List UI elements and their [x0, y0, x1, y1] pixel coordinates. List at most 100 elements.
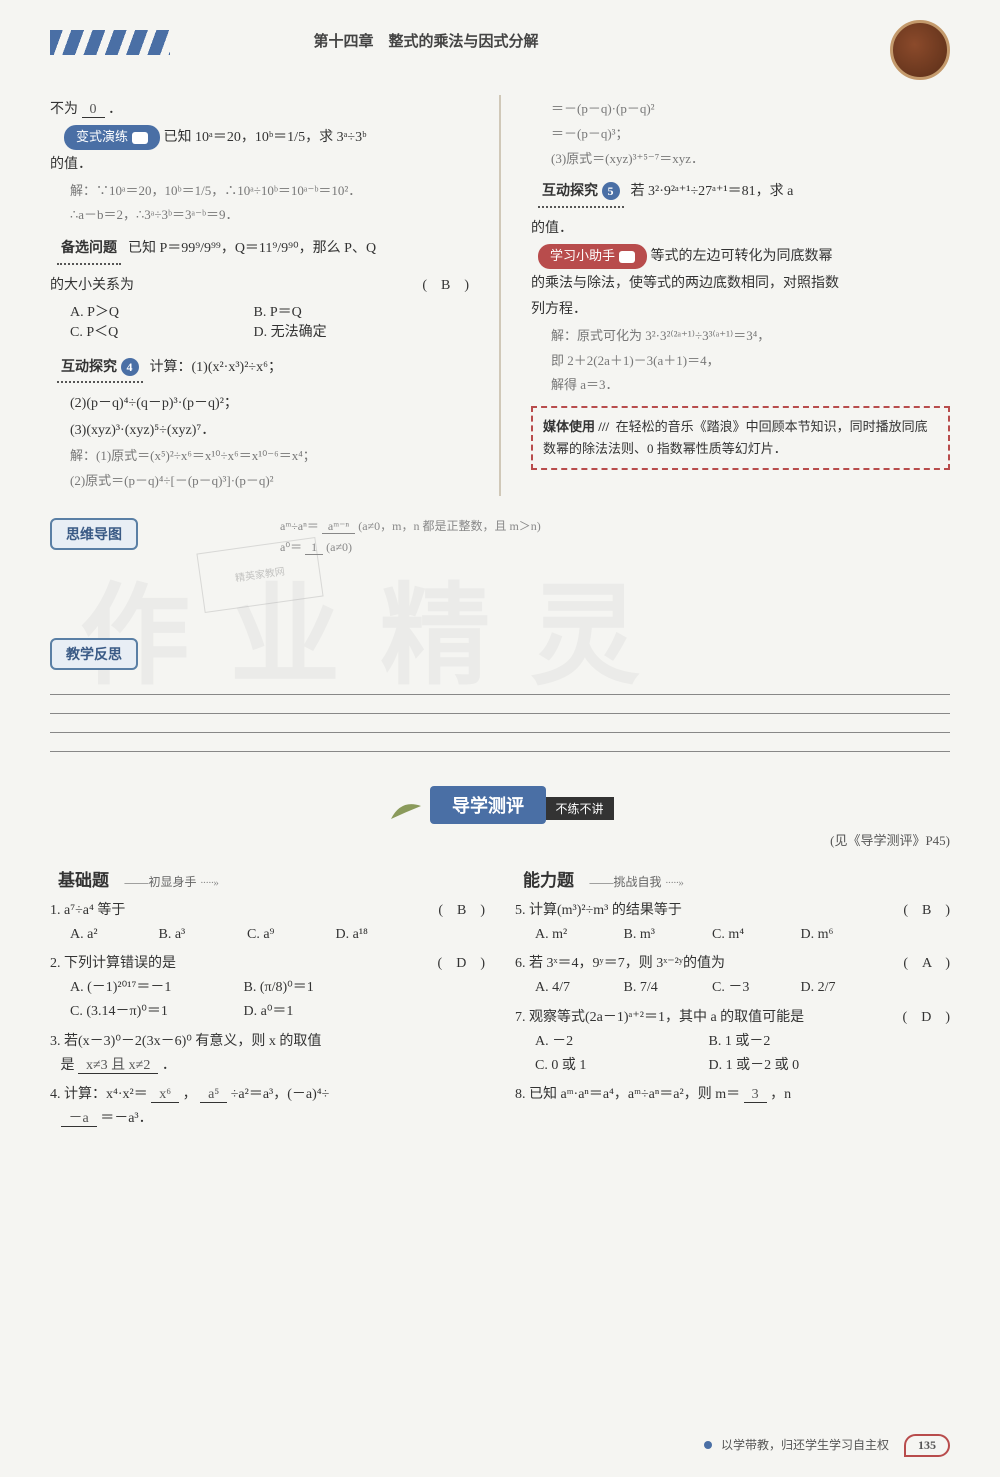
test-ref: (见《导学测评》P45) [50, 830, 950, 849]
intro-text: 不为 [50, 102, 78, 117]
intro-blank: 0 [82, 102, 105, 118]
q7-a: A. －2 [535, 1030, 705, 1054]
q1: 1. a⁷÷a⁴ 等于 ( B ) A. a² B. a³ C. a⁹ D. a… [50, 899, 485, 947]
q6-d: D. 2/7 [801, 976, 886, 1000]
q7-d: D. 1 或－2 或 0 [709, 1054, 800, 1078]
speech-icon-2 [619, 251, 635, 263]
q2-a: A. (－1)²⁰¹⁷＝－1 [70, 976, 240, 1000]
q7: 7. 观察等式(2a－1)ᵃ⁺²＝1，其中 a 的取值可能是 ( D ) A. … [515, 1006, 950, 1077]
q5-opts: A. m² B. m³ C. m⁴ D. m⁶ [535, 923, 950, 947]
explore4-text: 计算：(1)(x²·x³)²÷x⁶； [150, 360, 282, 375]
q1-c: C. a⁹ [247, 923, 332, 947]
q3-stem: 3. 若(x－3)⁰－2(3x－6)⁰ 有意义，则 x 的取值 [50, 1034, 321, 1049]
q6-b: B. 7/4 [624, 976, 709, 1000]
q2-d: D. a⁰＝1 [244, 1000, 329, 1024]
q4-b3: －a [61, 1111, 97, 1127]
variant-label: 变式演练 [76, 129, 128, 144]
q1-stem: 1. a⁷÷a⁴ 等于 [50, 903, 125, 918]
e4-2: (2)(p－q)⁴÷(q－p)³·(p－q)²； [70, 393, 469, 415]
opt-d: D. 无法确定 [254, 321, 354, 341]
page-header: 第十四章 整式的乘法与因式分解 [50, 30, 950, 80]
q6-a: A. 4/7 [535, 976, 620, 1000]
ability-column: 能力题 ——挑战自我 ·····» 5. 计算(m³)²÷m³ 的结果等于 ( … [515, 864, 950, 1137]
solution-1: 解：∵10ᵃ＝20，10ᵇ＝1/5，∴10ᵃ÷10ᵇ＝10ᵃ⁻ᵇ＝10²． [70, 181, 469, 202]
alt-label: 备选问题 [61, 241, 117, 256]
intro-end: ． [108, 102, 122, 117]
q5-stem: 5. 计算(m³)²÷m³ 的结果等于 [515, 903, 682, 918]
footer-dot-icon [704, 1441, 712, 1449]
e5-tail: 的值． [531, 218, 950, 240]
q4-m2: ÷a²＝a³，(－a)⁴÷ [231, 1087, 330, 1102]
helper-text: 等式的左边可转化为同底数幂 [651, 249, 833, 264]
alt-text: 已知 P＝99⁹/9⁹⁹，Q＝11⁹/9⁹⁰，那么 P、Q [128, 241, 376, 256]
basic-sub: ——初显身手 [125, 875, 197, 889]
right-column: ＝－(p－q)·(p－q)² ＝－(p－q)³； (3)原式＝(xyz)³⁺⁵⁻… [531, 95, 950, 496]
alt-tail-line: 的大小关系为 ( B ) [50, 275, 469, 297]
dotted-arrow-icon-2: ·····» [665, 877, 683, 889]
explore4-line: 互动探究 4 计算：(1)(x²·x³)²÷x⁶； [50, 349, 469, 389]
variant-text: 已知 10ᵃ＝20，10ᵇ＝1/5，求 3ᵃ÷3ᵇ [164, 130, 367, 145]
f2-cond: (a≠0) [326, 540, 352, 554]
explore5-num: 5 [602, 182, 620, 200]
q4-b1: x⁶ [151, 1087, 179, 1103]
explore5-title: 互动探究 5 [538, 179, 624, 207]
q6: 6. 若 3ˣ＝4，9ʸ＝7，则 3ˣ⁻²ʸ的值为 ( A ) A. 4/7 B… [515, 952, 950, 1000]
q1-ans-letter: B [457, 903, 466, 918]
alt-line: 备选问题 已知 P＝99⁹/9⁹⁹，Q＝11⁹/9⁹⁰，那么 P、Q [50, 230, 469, 270]
explore5-line: 互动探究 5 若 3²·9²ᵃ⁺¹÷27ᵃ⁺¹＝81，求 a [531, 173, 950, 213]
media-title: 媒体使用 /// [543, 419, 609, 434]
writing-lines [50, 676, 950, 756]
q2: 2. 下列计算错误的是 ( D ) A. (－1)²⁰¹⁷＝－1 B. (π/8… [50, 952, 485, 1023]
alt-answer: ( B ) [422, 275, 469, 297]
media-title-text: 媒体使用 [543, 419, 595, 434]
q2-stem: 2. 下列计算错误的是 [50, 956, 176, 971]
solution-2: ∴a－b＝2，∴3ᵃ÷3ᵇ＝3ᵃ⁻ᵇ＝9． [70, 205, 469, 226]
e5-sol2: 即 2＋2(2a＋1)－3(a＋1)＝4， [551, 351, 950, 372]
r2: ＝－(p－q)³； [551, 124, 950, 145]
header-stripes [50, 30, 170, 55]
chapter-title: 第十四章 整式的乘法与因式分解 [314, 30, 539, 51]
q4-b2: a⁵ [200, 1087, 227, 1103]
q3-blank: x≠3 且 x≠2 [78, 1058, 158, 1074]
q6-ans: ( A ) [903, 952, 950, 976]
q8-blank: 3 [744, 1087, 767, 1103]
formula-row-2: a⁰＝ 1 (a≠0) [280, 537, 541, 559]
helper-label: 学习小助手 [550, 248, 615, 263]
q5-b: B. m³ [624, 923, 709, 947]
intro-line: 不为 0 ． [50, 99, 469, 121]
f2: a⁰＝ [280, 540, 302, 554]
helper-line: 学习小助手 等式的左边可转化为同底数幂 [531, 244, 950, 269]
footer-motto: 以学带教，归还学生学习自主权 [721, 1438, 889, 1452]
reflection-tag-wrap: 教学反思 [50, 626, 138, 682]
q3: 3. 若(x－3)⁰－2(3x－6)⁰ 有意义，则 x 的取值 是 x≠3 且 … [50, 1030, 485, 1078]
opt-b: B. P＝Q [254, 301, 354, 321]
ability-header: 能力题 ——挑战自我 ·····» [515, 864, 950, 893]
e4-sol1: 解：(1)原式＝(x⁵)²÷x⁶＝x¹⁰÷x⁶＝x¹⁰⁻⁶＝x⁴； [70, 446, 469, 467]
page-footer: 以学带教，归还学生学习自主权 135 [704, 1434, 950, 1457]
q1-ans: ( B ) [438, 899, 485, 923]
alt-title: 备选问题 [57, 236, 121, 264]
explore5-label: 互动探究 [542, 184, 598, 199]
q6-ans-letter: A [922, 956, 931, 971]
q2-ans-letter: D [456, 956, 466, 971]
alt-ans-letter: B [441, 278, 450, 293]
e4-3: (3)(xyz)³·(xyz)⁵÷(xyz)⁷． [70, 420, 469, 442]
helper-2: 的乘法与除法，使等式的两边底数相同，对照指数 [531, 273, 950, 295]
variant-badge: 变式演练 [64, 125, 160, 150]
media-box: 媒体使用 /// 在轻松的音乐《踏浪》中回顾本节知识，同时播放同底数幂的除法法则… [531, 406, 950, 470]
ability-sub: ——挑战自我 [590, 875, 662, 889]
alt-tail: 的大小关系为 [50, 278, 134, 293]
q3-tail: 是 [61, 1058, 75, 1073]
opt-c: C. P＜Q [70, 321, 250, 341]
q7-stem: 7. 观察等式(2a－1)ᵃ⁺²＝1，其中 a 的取值可能是 [515, 1010, 804, 1025]
opt-a: A. P＞Q [70, 301, 250, 321]
explore5-text: 若 3²·9²ᵃ⁺¹÷27ᵃ⁺¹＝81，求 a [631, 184, 794, 199]
mascot-icon [890, 20, 950, 80]
q1-d: D. a¹⁸ [336, 923, 421, 947]
e5-sol3: 解得 a＝3． [551, 375, 950, 396]
q8: 8. 已知 aᵐ·aⁿ＝a⁴，aᵐ÷aⁿ＝a²，则 m＝ 3 ，n [515, 1083, 950, 1107]
q3-end: ． [162, 1058, 176, 1073]
basic-column: 基础题 ——初显身手 ·····» 1. a⁷÷a⁴ 等于 ( B ) A. a… [50, 864, 485, 1137]
q6-stem: 6. 若 3ˣ＝4，9ʸ＝7，则 3ˣ⁻²ʸ的值为 [515, 956, 725, 971]
f1-cond: (a≠0，m，n 都是正整数，且 m＞n) [358, 519, 541, 533]
